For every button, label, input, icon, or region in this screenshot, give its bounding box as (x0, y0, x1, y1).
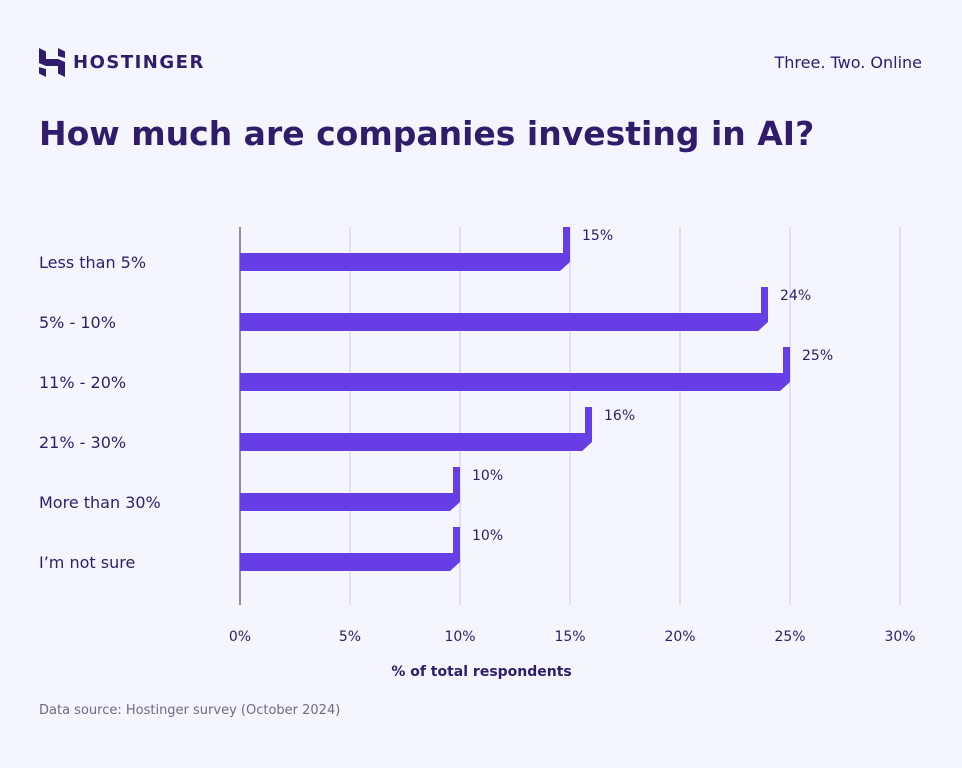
category-label: More than 30% (39, 493, 161, 512)
bar (240, 407, 592, 451)
bar (240, 527, 460, 571)
data-source: Data source: Hostinger survey (October 2… (39, 703, 341, 718)
hostinger-logo-icon (39, 48, 65, 77)
category-label: 11% - 20% (39, 373, 126, 392)
x-axis-label: % of total respondents (391, 664, 571, 680)
x-tick-label: 25% (774, 629, 805, 645)
hostinger-logo: HOSTINGER (39, 48, 205, 77)
x-tick-label: 0% (229, 629, 251, 645)
data-label: 25% (802, 348, 833, 364)
x-tick-label: 30% (884, 629, 915, 645)
category-label: 21% - 30% (39, 433, 126, 452)
category-label: Less than 5% (39, 253, 146, 272)
x-tick-label: 20% (664, 629, 695, 645)
x-tick-label: 5% (339, 629, 361, 645)
data-label: 15% (582, 228, 613, 244)
x-tick-label: 15% (554, 629, 585, 645)
data-label: 16% (604, 408, 635, 424)
bar (240, 227, 570, 271)
tagline: Three. Two. Online (774, 53, 923, 72)
brand-name: HOSTINGER (73, 52, 205, 73)
bar (240, 467, 460, 511)
x-tick-label: 10% (444, 629, 475, 645)
data-label: 24% (780, 288, 811, 304)
bar (240, 347, 790, 391)
bar (240, 287, 768, 331)
data-label: 10% (472, 528, 503, 544)
category-label: 5% - 10% (39, 313, 116, 332)
data-label: 10% (472, 468, 503, 484)
category-label: I’m not sure (39, 553, 135, 572)
chart-title: How much are companies investing in AI? (39, 114, 815, 153)
